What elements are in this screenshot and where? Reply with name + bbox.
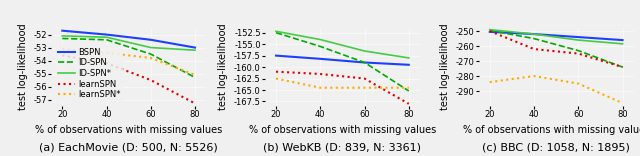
Text: (b) WebKB (D: 839, N: 3361): (b) WebKB (D: 839, N: 3361) — [264, 143, 421, 153]
Legend: BSPN, ID-SPN, ID-SPN*, learnSPN, learnSPN*: BSPN, ID-SPN, ID-SPN*, learnSPN, learnSP… — [56, 45, 123, 102]
Text: (c) BBC (D: 1058, N: 1895): (c) BBC (D: 1058, N: 1895) — [482, 143, 630, 153]
X-axis label: % of observations with missing values: % of observations with missing values — [249, 125, 436, 135]
Y-axis label: test log-likelihood: test log-likelihood — [440, 24, 450, 110]
X-axis label: % of observations with missing values: % of observations with missing values — [463, 125, 640, 135]
X-axis label: % of observations with missing values: % of observations with missing values — [35, 125, 222, 135]
Y-axis label: test log-likelihood: test log-likelihood — [218, 24, 228, 110]
Text: (a) EachMovie (D: 500, N: 5526): (a) EachMovie (D: 500, N: 5526) — [39, 143, 218, 153]
Y-axis label: test log-likelihood: test log-likelihood — [18, 24, 28, 110]
